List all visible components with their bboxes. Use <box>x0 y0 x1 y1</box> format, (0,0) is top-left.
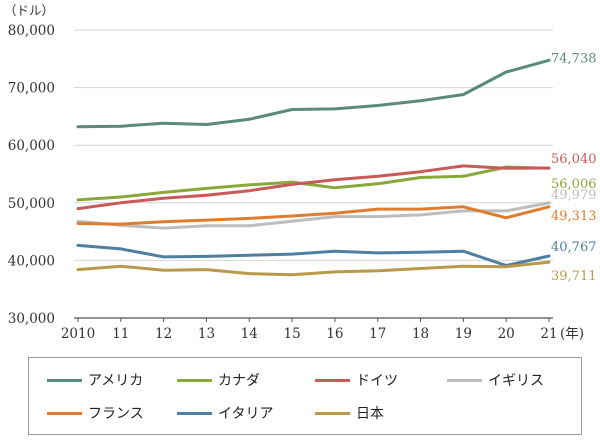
legend-swatch <box>315 411 350 415</box>
y-tick-label: 30,000 <box>8 311 55 327</box>
legend-item: フランス <box>47 403 144 423</box>
x-tick-label: 11 <box>112 326 129 342</box>
series-line <box>76 243 551 268</box>
x-tick-label: 15 <box>283 326 300 342</box>
series-line <box>76 205 551 226</box>
series-line <box>76 260 551 277</box>
y-tick-label: 80,000 <box>8 23 55 39</box>
y-unit-label: （ドル） <box>4 3 54 18</box>
y-axis-ticks: 30,000 40,000 50,000 60,000 70,000 80,000 <box>8 23 55 327</box>
legend-item: イギリス <box>447 370 544 390</box>
legend-label: 日本 <box>356 406 384 422</box>
legend-label: フランス <box>88 406 144 422</box>
legend-item: イタリア <box>177 403 273 423</box>
series-line <box>76 201 551 230</box>
x-tick-label: 2010 <box>61 326 95 342</box>
end-value-label: 56,040 <box>551 152 597 167</box>
x-tick-label: 18 <box>412 326 429 342</box>
series-line <box>76 165 551 202</box>
legend-item: アメリカ <box>47 370 143 390</box>
y-tick-label: 70,000 <box>8 81 55 97</box>
legend-item: カナダ <box>177 370 260 390</box>
x-tick-label: 17 <box>369 326 386 342</box>
x-tick-label: 20 <box>498 326 515 342</box>
x-tick-label: 13 <box>198 326 215 342</box>
end-value-label: 49,979 <box>551 188 597 203</box>
series-line <box>76 58 551 129</box>
x-tick-label: 14 <box>241 326 258 342</box>
end-value-label: 56,006 <box>551 177 597 192</box>
y-tick-label: 60,000 <box>8 138 55 154</box>
legend-swatch <box>47 378 82 382</box>
legend-swatch <box>47 411 82 415</box>
legend-swatch <box>177 411 212 415</box>
end-value-label: 39,711 <box>551 269 597 284</box>
legend-item: 日本 <box>315 403 384 423</box>
end-value-label: 40,767 <box>551 240 597 255</box>
x-tick-label: 16 <box>326 326 343 342</box>
y-tick-label: 50,000 <box>8 196 55 212</box>
x-axis: 2010 11 12 13 14 15 16 17 18 19 20 21 (年) <box>61 318 584 342</box>
legend-label: イギリス <box>488 373 544 389</box>
legend-swatch <box>447 378 482 382</box>
legend-label: アメリカ <box>88 373 144 389</box>
end-value-labels: 74,738 56,006 56,040 49,979 49,313 40,767 39,7… <box>551 51 597 284</box>
legend-label: カナダ <box>218 373 260 389</box>
x-tick-label: 19 <box>455 326 472 342</box>
legend-label: ドイツ <box>356 373 398 389</box>
x-tick-label: 21 <box>540 326 557 342</box>
legend: アメリカ カナダ ドイツ イギリスフランス イタリア 日本 <box>28 357 582 435</box>
series-lines <box>76 58 551 277</box>
gridlines <box>74 29 553 319</box>
y-tick-label: 40,000 <box>8 253 55 269</box>
series-line <box>76 164 551 211</box>
legend-label: イタリア <box>218 406 274 422</box>
x-tick-label: 12 <box>155 326 172 342</box>
end-value-label: 49,313 <box>551 209 597 224</box>
legend-item: ドイツ <box>315 370 398 390</box>
legend-swatch <box>177 378 212 382</box>
end-value-label: 74,738 <box>551 51 597 66</box>
legend-swatch <box>315 378 350 382</box>
x-unit-label: (年) <box>560 326 584 342</box>
